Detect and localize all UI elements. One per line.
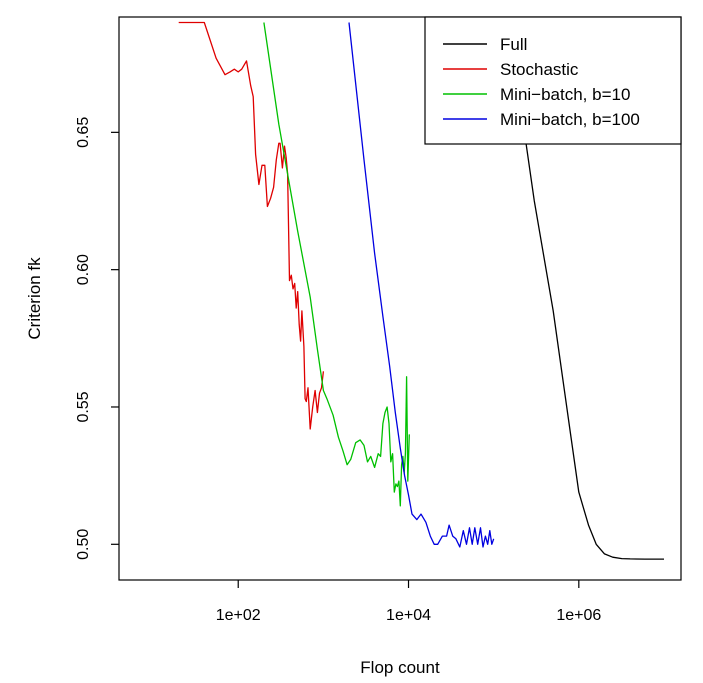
y-axis-title: Criterion fk bbox=[25, 257, 44, 340]
legend: Full Stochastic Mini−batch, b=10 Mini−batch… bbox=[424, 16, 682, 145]
series-line-3 bbox=[348, 22, 495, 548]
legend-label-2: Mini−batch, b=10 bbox=[500, 85, 630, 104]
series-layer bbox=[178, 21, 664, 560]
plot-frame bbox=[118, 16, 682, 581]
axes-layer: 1e+02 1e+04 1e+06 0.50 0.55 0.60 0.65 bbox=[75, 117, 601, 624]
legend-label-3: Mini−batch, b=100 bbox=[500, 110, 640, 129]
legend-box bbox=[424, 16, 682, 145]
legend-items: Full Stochastic Mini−batch, b=10 Mini−batch… bbox=[443, 35, 640, 129]
y-tick-label-0: 0.50 bbox=[75, 529, 92, 560]
x-tick-label-2: 1e+06 bbox=[556, 607, 601, 624]
x-tick-label-1: 1e+04 bbox=[386, 607, 431, 624]
y-tick-label-2: 0.60 bbox=[75, 254, 92, 285]
legend-label-0: Full bbox=[500, 35, 527, 54]
y-tick-label-1: 0.55 bbox=[75, 391, 92, 422]
x-axis-title: Flop count bbox=[360, 658, 440, 677]
series-line-2 bbox=[263, 22, 410, 507]
x-tick-label-0: 1e+02 bbox=[216, 607, 261, 624]
y-tick-label-3: 0.65 bbox=[75, 117, 92, 148]
series-line-1 bbox=[178, 21, 325, 430]
legend-label-1: Stochastic bbox=[500, 60, 579, 79]
series-line-0 bbox=[508, 22, 664, 560]
